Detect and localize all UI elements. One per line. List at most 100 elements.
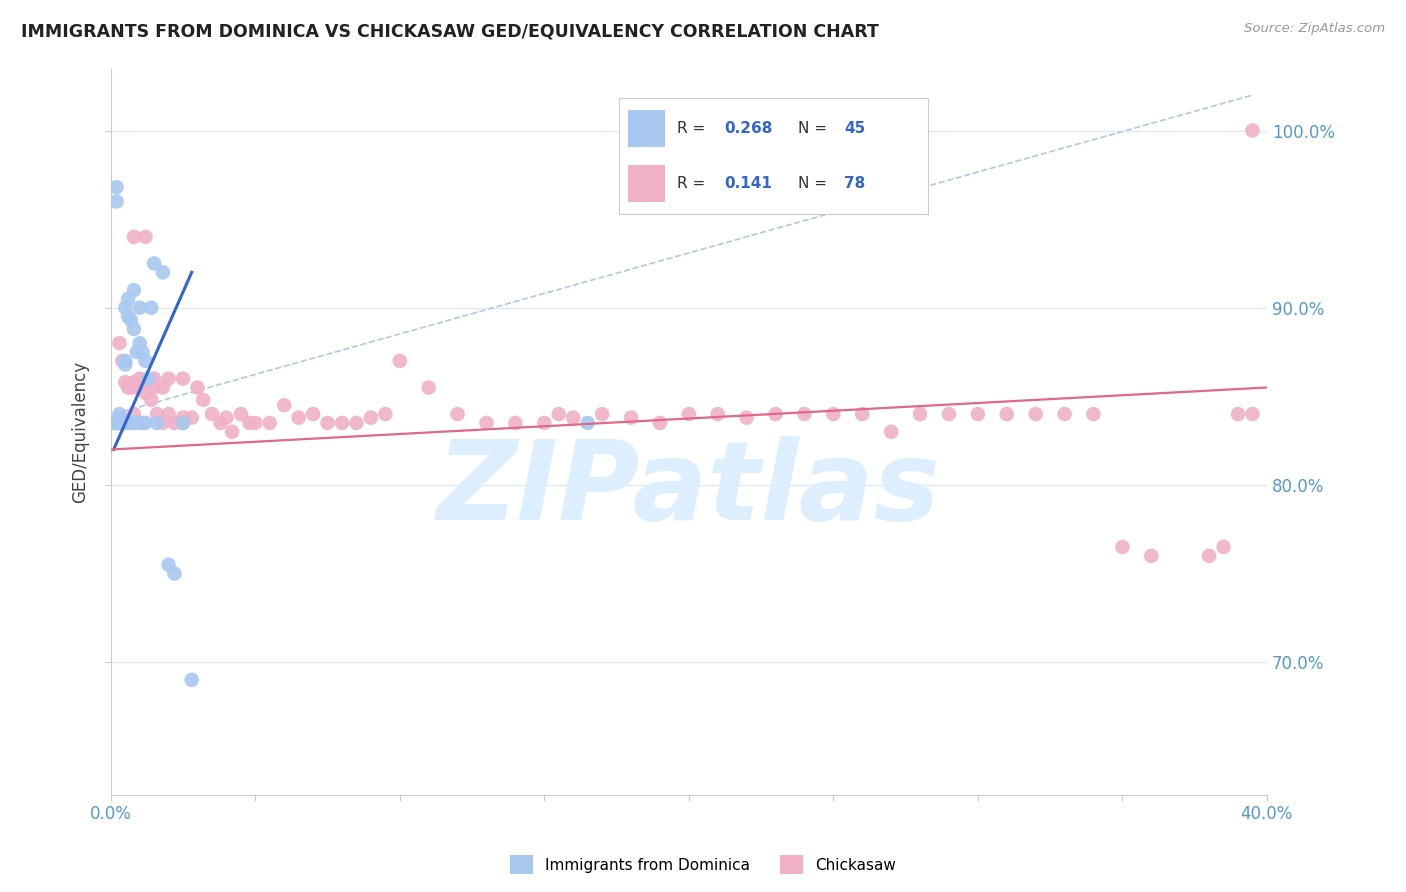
Point <box>229 407 252 421</box>
Point <box>105 194 128 209</box>
Point <box>302 407 325 421</box>
Point <box>1227 407 1250 421</box>
Point <box>360 410 382 425</box>
Point <box>120 313 142 327</box>
Point <box>157 371 180 385</box>
Point <box>108 336 131 351</box>
Point <box>146 407 169 421</box>
Point <box>141 301 163 315</box>
Point <box>245 416 267 430</box>
Point <box>131 416 153 430</box>
Point <box>172 371 194 385</box>
Point <box>114 358 136 372</box>
Point <box>316 416 339 430</box>
Point <box>446 407 468 421</box>
Text: ZIPatlas: ZIPatlas <box>437 436 941 543</box>
Point <box>620 410 643 425</box>
Text: Source: ZipAtlas.com: Source: ZipAtlas.com <box>1244 22 1385 36</box>
Point <box>648 416 671 430</box>
Text: 78: 78 <box>845 177 866 192</box>
Point <box>120 416 142 430</box>
Point <box>117 310 139 324</box>
Point <box>111 416 134 430</box>
Text: 0.268: 0.268 <box>724 120 772 136</box>
Point <box>259 416 281 430</box>
Point <box>111 414 134 428</box>
Text: 0.141: 0.141 <box>724 177 772 192</box>
Point <box>122 230 145 244</box>
Point <box>143 256 166 270</box>
Point <box>122 375 145 389</box>
Point <box>157 407 180 421</box>
Point <box>146 416 169 430</box>
Point <box>418 380 440 394</box>
Point <box>193 392 215 407</box>
Point <box>108 416 131 430</box>
Text: 45: 45 <box>845 120 866 136</box>
FancyBboxPatch shape <box>628 165 665 202</box>
Point <box>505 416 527 430</box>
Y-axis label: GED/Equivalency: GED/Equivalency <box>72 360 89 503</box>
Point <box>475 416 498 430</box>
Point <box>215 410 238 425</box>
Point <box>125 345 148 359</box>
Point <box>186 380 208 394</box>
Point <box>141 392 163 407</box>
Point <box>125 380 148 394</box>
Point <box>128 371 150 385</box>
Point <box>134 416 156 430</box>
Point <box>880 425 903 439</box>
Point <box>108 416 131 430</box>
Point <box>591 407 613 421</box>
Point <box>172 410 194 425</box>
Point <box>851 407 873 421</box>
Point <box>122 322 145 336</box>
Point <box>533 416 555 430</box>
Point <box>128 301 150 315</box>
Point <box>221 425 243 439</box>
Point <box>180 410 202 425</box>
Point <box>938 407 960 421</box>
Point <box>134 385 156 400</box>
Point <box>562 410 585 425</box>
Point <box>108 407 131 421</box>
Point <box>1241 407 1264 421</box>
Point <box>125 416 148 430</box>
Point <box>152 380 174 394</box>
Point <box>128 336 150 351</box>
Text: R =: R = <box>678 177 710 192</box>
Point <box>122 407 145 421</box>
Point <box>180 673 202 687</box>
Point <box>209 416 232 430</box>
Point <box>163 566 186 581</box>
Point <box>105 414 128 428</box>
Point <box>117 416 139 430</box>
Point <box>163 416 186 430</box>
Point <box>117 380 139 394</box>
Point <box>143 371 166 385</box>
Point <box>111 414 134 428</box>
Point <box>111 354 134 368</box>
Point <box>152 416 174 430</box>
Point <box>134 230 156 244</box>
Point <box>1025 407 1047 421</box>
Point <box>374 407 396 421</box>
Point <box>735 410 758 425</box>
Point <box>201 407 224 421</box>
Point <box>238 416 260 430</box>
Point <box>105 416 128 430</box>
Point <box>1053 407 1076 421</box>
Point <box>103 416 125 430</box>
Point <box>793 407 815 421</box>
Point <box>152 265 174 279</box>
Point <box>765 407 787 421</box>
Text: N =: N = <box>799 120 832 136</box>
Point <box>995 407 1018 421</box>
Text: N =: N = <box>799 177 832 192</box>
Point <box>823 407 845 421</box>
Point <box>138 371 160 385</box>
FancyBboxPatch shape <box>628 110 665 147</box>
Point <box>117 378 139 392</box>
Point <box>157 558 180 572</box>
Point <box>122 283 145 297</box>
